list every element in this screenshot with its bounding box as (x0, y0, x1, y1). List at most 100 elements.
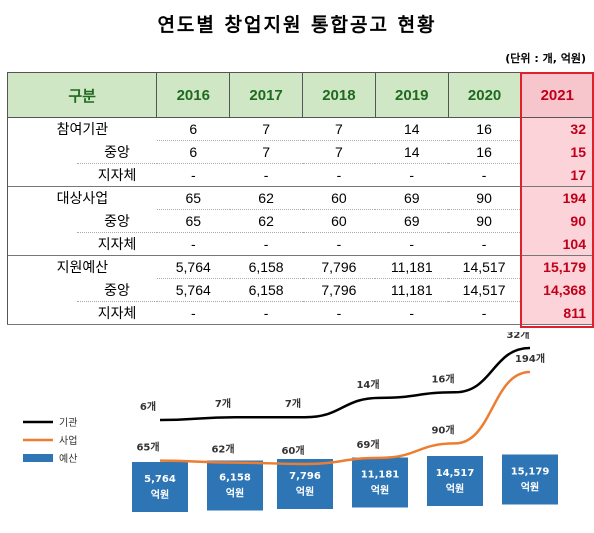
budget-value-label: 11,181 (361, 470, 400, 481)
table-cell: 7,796 (302, 278, 376, 302)
table-cell: 5,764 (156, 278, 230, 302)
indent-cell (7, 140, 78, 164)
line-series (159, 346, 531, 466)
budget-bar (427, 456, 483, 506)
table-cell: 14,517 (448, 255, 522, 279)
row-sublabel: 지자체 (77, 301, 157, 325)
table-cell: 6,158 (229, 278, 303, 302)
table-cell: 62 (229, 186, 303, 210)
table-row: 지자체 - - - - -17 (7, 163, 594, 187)
table-cell: - (448, 232, 522, 256)
table-cell: 69 (375, 209, 449, 233)
point-labels: 6개 7개 7개 14개 16개 32개 65개 62개 60개 69개 90개 194개 (136, 332, 545, 457)
table-cell: 7 (229, 140, 303, 164)
budget-unit-label: 억원 (521, 481, 539, 494)
budget-unit-label: 억원 (296, 485, 314, 498)
table-cell: - (448, 301, 522, 325)
table-row: 지원예산 5,764 6,158 7,796 11,181 14,517 15,179 (6, 255, 594, 279)
row-label: 대상사업 (6, 186, 157, 210)
table-cell: - (229, 232, 303, 256)
table-cell: 5,764 (156, 255, 230, 279)
table-cell: 16 (448, 117, 522, 141)
cell-2021: 17 (520, 163, 594, 187)
budget-unit-label: 억원 (371, 484, 389, 497)
header-year-highlight: 2021 (520, 72, 593, 118)
table-cell: - (156, 163, 230, 187)
legend-label: 사업 (59, 434, 77, 447)
institution-point-label: 32개 (506, 332, 529, 341)
table-cell: - (156, 232, 230, 256)
table-cell: - (375, 301, 449, 325)
legend-swatch (23, 454, 53, 462)
table-cell: - (302, 163, 376, 187)
project-point-label: 194개 (515, 352, 545, 365)
data-table: 구분 2016 2017 2018 2019 2020 2021 참여기관 6 7 7… (6, 72, 594, 325)
unit-note: (단위 : 개, 억원) (505, 52, 586, 65)
indent-cell (7, 278, 78, 302)
project-point-label: 90개 (431, 423, 454, 436)
legend-label: 예산 (59, 453, 77, 465)
table-row: 중앙 5,764 6,158 7,796 11,181 14,517 14,368 (7, 278, 594, 302)
project-point-label: 60개 (281, 444, 304, 457)
institution-point-label: 14개 (356, 378, 379, 391)
indent-cell (7, 232, 78, 256)
institution-point-label: 16개 (431, 372, 454, 385)
budget-bar (132, 462, 188, 512)
table-row: 중앙 65 62 60 69 90 90 (7, 209, 594, 233)
table-cell: - (302, 301, 376, 325)
table-cell: 90 (448, 186, 522, 210)
table-cell: 7,796 (302, 255, 376, 279)
institution-point-label: 7개 (215, 397, 231, 410)
table-cell: 11,181 (375, 255, 449, 279)
table-row: 지자체 - - - - -811 (7, 301, 594, 325)
table-cell: 6 (156, 117, 230, 141)
row-sublabel: 지자체 (77, 232, 157, 256)
table-row: 대상사업 65 62 60 69 90 194 (6, 186, 594, 210)
budget-bar (502, 454, 558, 505)
project-point-label: 62개 (211, 443, 234, 456)
table-cell: - (448, 163, 522, 187)
row-sublabel: 중앙 (77, 278, 157, 302)
table-cell: 7 (302, 140, 376, 164)
header-year: 2018 (302, 72, 376, 118)
table-cell: 60 (302, 186, 376, 210)
cell-2021: 32 (520, 117, 594, 141)
header-year: 2017 (229, 72, 303, 118)
series-line-institution (159, 346, 531, 422)
institution-point-label: 6개 (140, 400, 156, 413)
budget-unit-label: 억원 (226, 487, 244, 500)
table-cell: 14 (375, 140, 449, 164)
table-cell: 7 (229, 117, 303, 141)
project-point-label: 69개 (356, 438, 379, 451)
cell-2021: 811 (520, 301, 594, 325)
row-sublabel: 중앙 (77, 209, 157, 233)
budget-bar (352, 457, 408, 508)
budget-value-label: 6,158 (219, 473, 251, 484)
budget-unit-label: 억원 (151, 488, 169, 501)
header-category: 구분 (6, 72, 157, 118)
budget-bar (277, 459, 333, 509)
indent-cell (7, 209, 78, 233)
indent-cell (7, 163, 78, 187)
legend-label: 기관 (59, 417, 77, 429)
table-cell: 14,517 (448, 278, 522, 302)
table-cell: 60 (302, 209, 376, 233)
table-cell: 69 (375, 186, 449, 210)
budget-value-label: 7,796 (289, 471, 321, 482)
row-label: 지원예산 (6, 255, 157, 279)
budget-boxes: 5,764 억원 6,158 억원 7,796 억원 11,181 억원 14,517 억원 15,… (132, 454, 558, 512)
budget-unit-label: 억원 (446, 482, 464, 495)
table-cell: 11,181 (375, 278, 449, 302)
table-cell: 65 (156, 209, 230, 233)
page-title: 연도별 창업지원 통합공고 현황 (157, 14, 437, 36)
table-cell: 7 (302, 117, 376, 141)
table-cell: 16 (448, 140, 522, 164)
table-cell: 14 (375, 117, 449, 141)
budget-value-label: 14,517 (436, 468, 475, 479)
header-year: 2020 (447, 72, 522, 118)
header-year: 2019 (374, 72, 449, 118)
row-sublabel: 중앙 (77, 140, 157, 164)
table-cell: - (229, 163, 303, 187)
